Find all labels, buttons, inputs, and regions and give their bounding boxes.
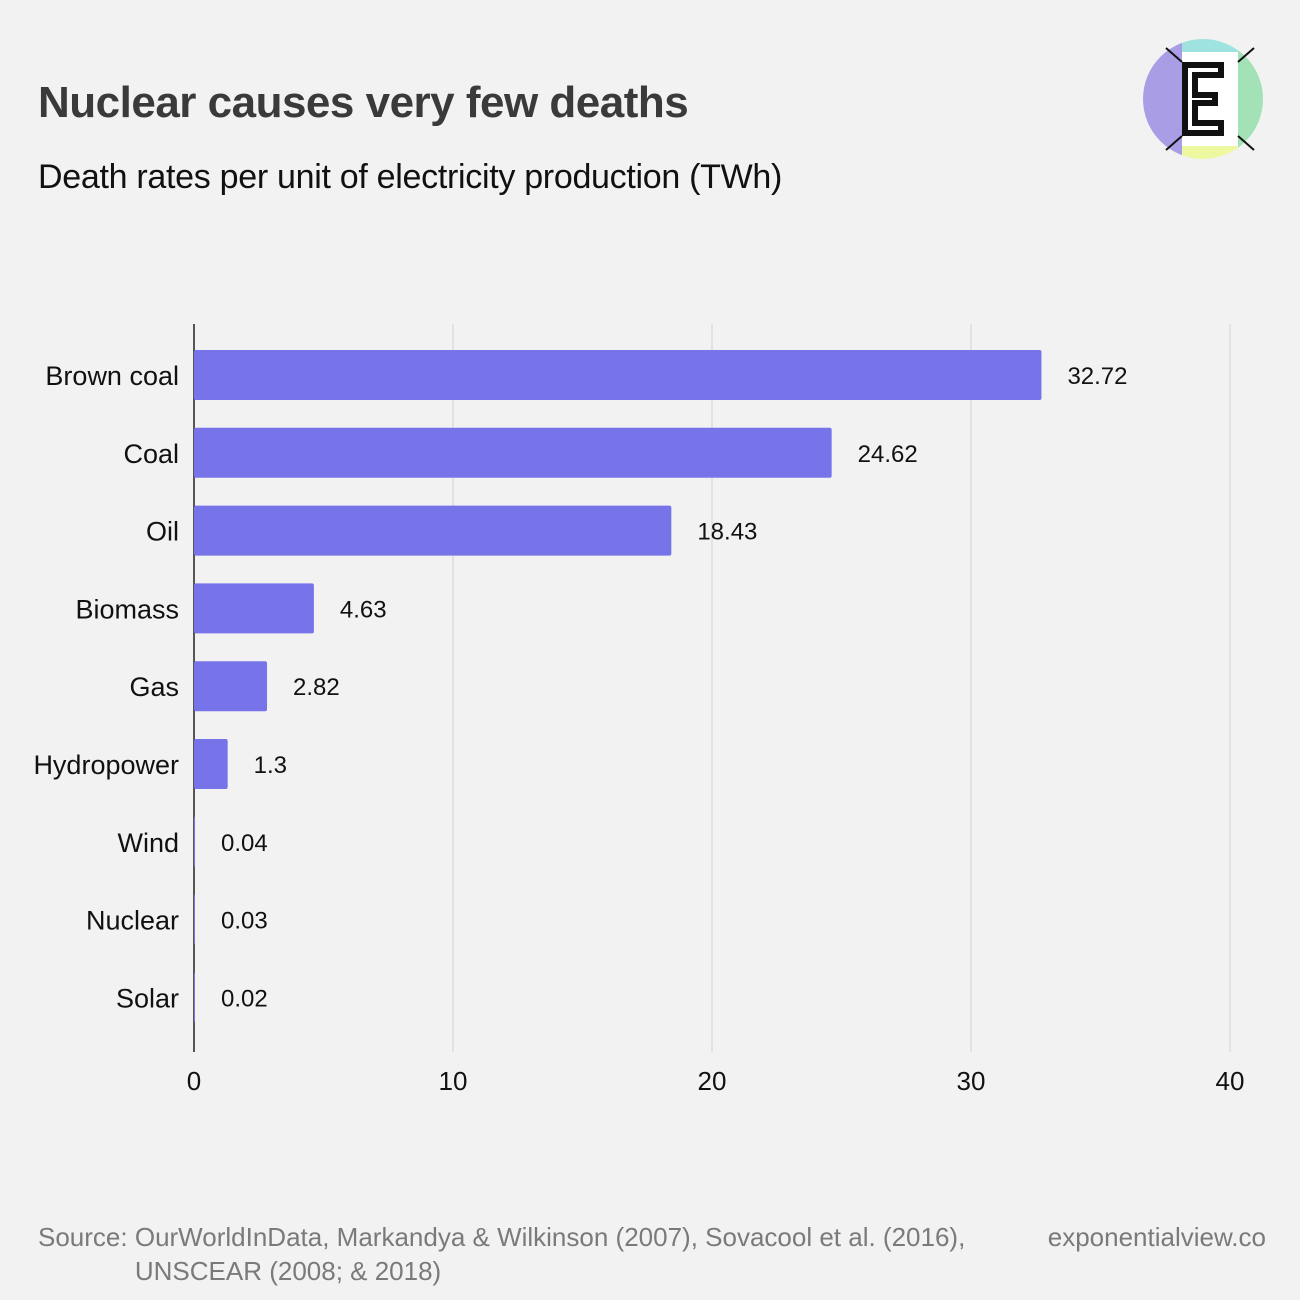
site-url: exponentialview.co [1047, 1222, 1266, 1252]
bar [194, 427, 832, 478]
chart-subtitle: Death rates per unit of electricity prod… [38, 158, 783, 196]
value-label: 0.03 [221, 908, 268, 935]
bar [194, 894, 195, 945]
chart-title: Nuclear causes very few deaths [38, 78, 689, 127]
category-label: Coal [123, 439, 179, 469]
bar [194, 583, 314, 634]
category-label: Brown coal [45, 361, 179, 391]
bar [194, 661, 268, 712]
category-label: Wind [117, 828, 179, 858]
category-label: Solar [116, 983, 179, 1013]
source-text: OurWorldInData, Markandya & Wilkinson (2… [134, 1222, 966, 1286]
value-label: 2.82 [293, 674, 340, 701]
x-tick-label: 30 [957, 1066, 986, 1096]
value-label: 18.43 [697, 519, 757, 546]
category-label: Hydropower [33, 750, 179, 780]
source-label: Source: [38, 1222, 128, 1252]
bar [194, 816, 196, 867]
category-label: Gas [129, 672, 179, 702]
x-tick-label: 0 [187, 1066, 201, 1096]
value-label: 32.72 [1067, 363, 1127, 390]
value-label: 24.62 [858, 441, 918, 468]
x-tick-label: 40 [1216, 1066, 1245, 1096]
bar [194, 972, 195, 1023]
value-label: 0.02 [221, 985, 268, 1012]
bar [194, 350, 1042, 400]
value-label: 4.63 [340, 596, 387, 623]
source-note: Source: OurWorldInData, Markandya & Wilk… [38, 1220, 1015, 1288]
category-label: Biomass [75, 594, 179, 624]
category-label: Nuclear [86, 906, 179, 936]
bar [194, 505, 672, 556]
x-tick-label: 10 [439, 1066, 468, 1096]
value-label: 1.3 [254, 752, 287, 779]
exponential-view-logo-icon [1143, 39, 1263, 159]
x-tick-label: 20 [698, 1066, 727, 1096]
category-label: Oil [146, 517, 179, 547]
value-label: 0.04 [221, 830, 268, 857]
bar [194, 739, 228, 789]
